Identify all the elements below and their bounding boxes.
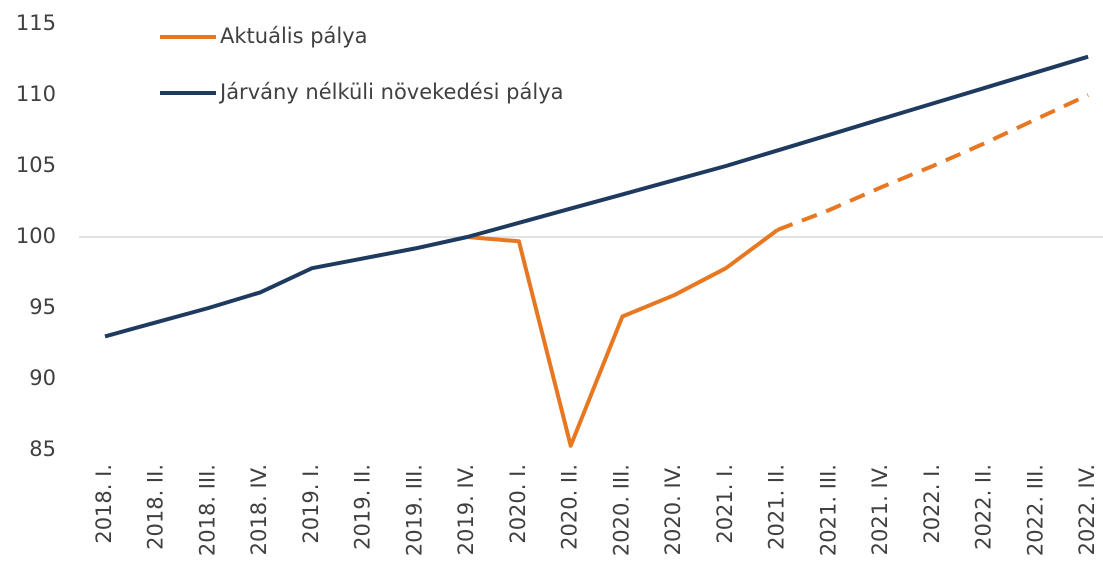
line xyxy=(104,54,1089,339)
x-tick-label: 2021. IV. xyxy=(868,464,892,555)
x-tick-label: 2020. II. xyxy=(558,464,582,550)
x-tick-label: 2019. IV. xyxy=(454,464,478,555)
x-tick-label: 2019. I. xyxy=(299,464,323,544)
legend-label: Aktuális pálya xyxy=(220,24,368,48)
x-tick-label: 2021. I. xyxy=(713,464,737,544)
y-tick-label: 115 xyxy=(16,11,56,35)
y-tick-label: 85 xyxy=(29,437,56,461)
x-tick-label: 2018. III. xyxy=(195,464,219,556)
line xyxy=(776,93,1089,232)
x-tick-label: 2022. II. xyxy=(972,464,996,550)
x-tick-label: 2020. III. xyxy=(609,464,633,556)
y-tick-label: 110 xyxy=(16,82,56,106)
x-tick-label: 2022. IV. xyxy=(1075,464,1099,555)
x-tick-label: 2020. I. xyxy=(506,464,530,544)
x-tick-label: 2018. II. xyxy=(144,464,168,550)
x-tick-label: 2022. III. xyxy=(1023,464,1047,556)
legend-label: Járvány nélküli növekedési pálya xyxy=(218,80,564,104)
x-tick-label: 2018. IV. xyxy=(247,464,271,555)
x-tick-label: 2020. IV. xyxy=(661,464,685,555)
line xyxy=(467,228,779,448)
x-tick-label: 2018. I. xyxy=(92,464,116,544)
x-tick-label: 2021. II. xyxy=(765,464,789,550)
y-tick-label: 100 xyxy=(16,224,56,248)
y-tick-label: 90 xyxy=(29,366,56,390)
x-tick-label: 2021. III. xyxy=(816,464,840,556)
x-tick-label: 2019. III. xyxy=(402,464,426,556)
y-tick-label: 95 xyxy=(29,295,56,319)
x-tick-label: 2022. I. xyxy=(920,464,944,544)
x-tick-label: 2019. II. xyxy=(351,464,375,550)
y-tick-label: 105 xyxy=(16,153,56,177)
